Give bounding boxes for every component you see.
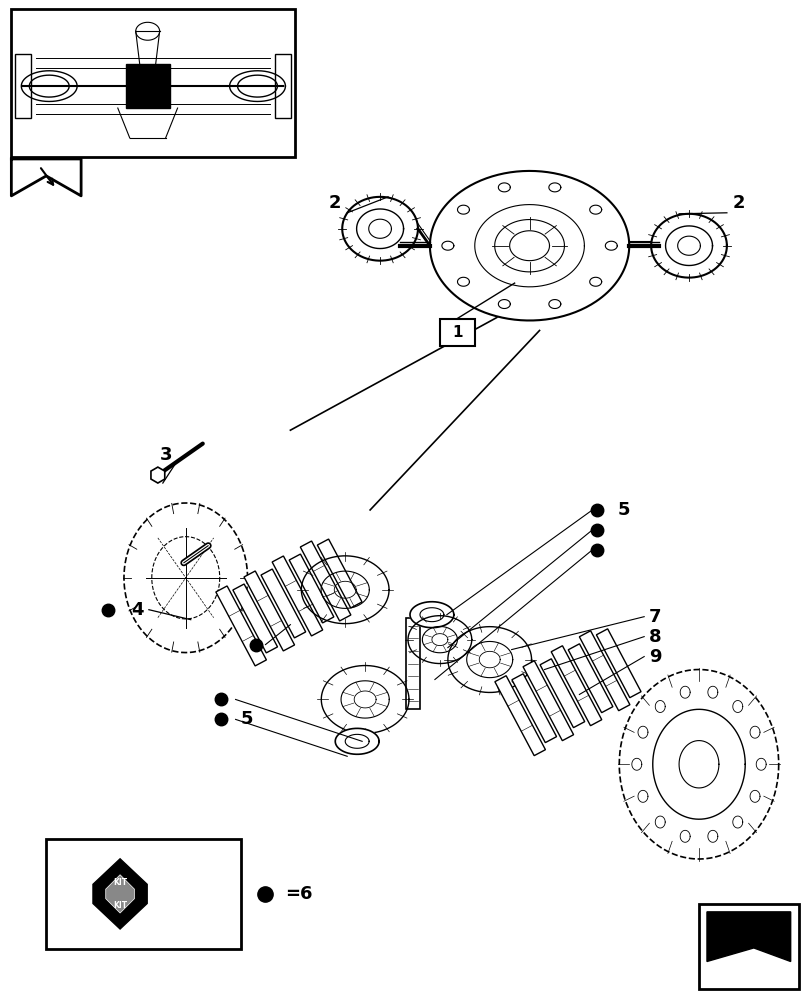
Polygon shape [407,616,471,664]
Polygon shape [429,171,629,320]
Polygon shape [93,859,147,929]
Bar [440,319,474,346]
Text: 4: 4 [131,601,144,619]
Polygon shape [595,629,640,698]
Polygon shape [511,674,556,743]
Polygon shape [216,586,266,666]
Polygon shape [289,554,333,623]
Polygon shape [105,875,135,913]
Polygon shape [300,541,350,621]
Bar [11,9,295,157]
Text: KIT: KIT [113,901,127,910]
Text: 2: 2 [732,194,744,212]
Polygon shape [568,644,612,713]
Text: 9: 9 [648,648,661,666]
Polygon shape [410,602,453,628]
Polygon shape [317,539,362,608]
Polygon shape [301,556,388,624]
Polygon shape [272,556,322,636]
Polygon shape [260,569,305,638]
Polygon shape [233,584,277,653]
Polygon shape [706,912,790,962]
Polygon shape [11,159,81,196]
Polygon shape [335,728,379,754]
Text: =6: =6 [285,885,312,903]
Text: 2: 2 [328,194,341,212]
Text: 5: 5 [240,710,253,728]
Polygon shape [341,197,418,261]
Polygon shape [448,627,531,692]
Text: 3: 3 [160,446,172,464]
Bar [46,839,240,949]
Bar [698,904,798,989]
Polygon shape [321,666,409,733]
Polygon shape [522,661,573,741]
Text: KIT: KIT [113,878,127,887]
Text: 7: 7 [648,608,661,626]
Bar [275,54,291,118]
Bar [126,64,169,108]
Polygon shape [539,659,584,728]
Polygon shape [124,503,247,653]
Polygon shape [243,571,294,651]
Polygon shape [551,646,601,726]
Text: 5: 5 [616,501,629,519]
Polygon shape [578,631,629,711]
Polygon shape [650,214,726,278]
Polygon shape [151,467,165,483]
Polygon shape [619,670,778,859]
Polygon shape [494,676,545,756]
Bar [406,618,419,709]
Text: 8: 8 [648,628,661,646]
Bar [15,54,32,118]
Text: 1: 1 [452,325,462,340]
